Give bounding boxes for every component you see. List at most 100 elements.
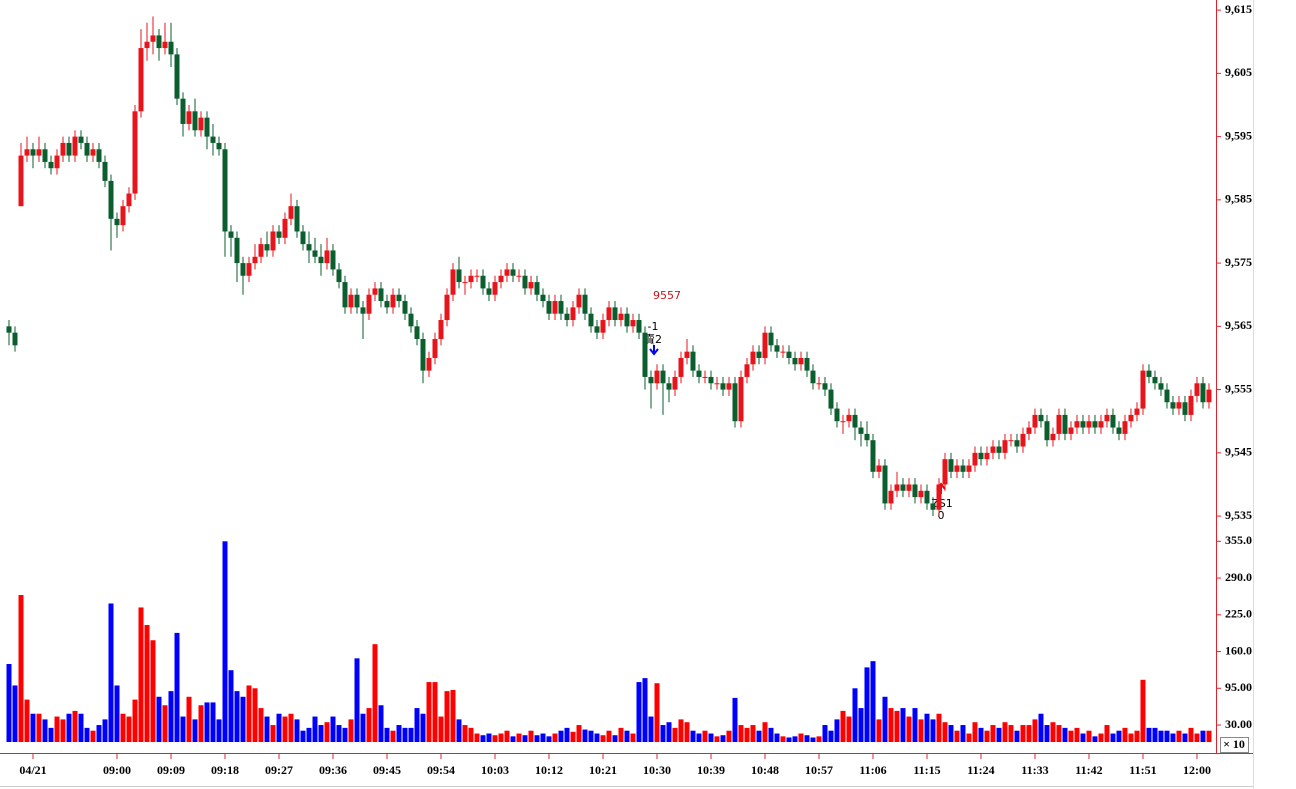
candle-body <box>534 282 540 295</box>
volume-bar <box>1062 727 1068 742</box>
volume-bar <box>648 716 654 742</box>
volume-bar <box>300 730 306 742</box>
volume-bar <box>1008 725 1014 742</box>
candle-body <box>1200 383 1206 403</box>
volume-bar <box>354 658 360 742</box>
volume-bar <box>792 736 798 742</box>
x-tick-label: 09:45 <box>373 763 401 777</box>
annotation: 0 <box>938 509 945 522</box>
volume-bar <box>786 737 792 742</box>
volume-bar <box>1182 733 1188 742</box>
candle-body <box>54 155 60 169</box>
candle-body <box>576 294 582 308</box>
candle-body <box>894 484 900 491</box>
volume-bar <box>1044 725 1050 742</box>
volume-bar <box>504 730 510 742</box>
candle-body <box>540 294 546 302</box>
volume-bar <box>852 688 858 742</box>
candle-body <box>720 383 726 390</box>
volume-bar <box>846 716 852 742</box>
volume-bar <box>1158 730 1164 742</box>
volume-bar <box>78 713 84 742</box>
volume-bar <box>372 644 378 742</box>
candle-body <box>72 136 78 156</box>
volume-bar <box>1026 725 1032 742</box>
candle-body <box>558 301 564 314</box>
volume-bar <box>1002 722 1008 742</box>
volume-bar <box>822 725 828 742</box>
volume-bar <box>276 713 282 742</box>
candle-body <box>480 275 486 289</box>
volume-bar <box>870 661 876 742</box>
volume-bar <box>876 719 882 742</box>
volume-bar <box>948 725 954 742</box>
volume-bar <box>270 725 276 742</box>
candle-body <box>660 370 666 384</box>
volume-bar <box>450 689 456 742</box>
candle-body <box>492 282 498 295</box>
candle-body <box>108 180 114 219</box>
volume-bar <box>18 595 24 742</box>
volume-tick-label: 225.0 <box>1225 607 1252 621</box>
candle-body <box>744 364 750 377</box>
y-tick-label: 9,585 <box>1225 192 1252 206</box>
candle-body <box>594 326 600 333</box>
candle-body <box>918 490 924 498</box>
candle-body <box>546 301 552 314</box>
candle-body <box>1038 414 1044 422</box>
candle-body <box>1074 421 1080 428</box>
candle-body <box>120 206 126 226</box>
candle-body <box>600 320 606 333</box>
candle-body <box>1044 421 1050 441</box>
volume-bar <box>1122 727 1128 742</box>
candle-body <box>306 244 312 251</box>
candle-body <box>1068 427 1074 434</box>
volume-bar <box>1092 736 1098 742</box>
candle-body <box>552 301 558 314</box>
candle-body <box>390 294 396 308</box>
candle-body <box>654 370 660 384</box>
volume-bar <box>534 735 540 742</box>
candle-body <box>186 111 192 124</box>
candle-body <box>690 351 696 371</box>
x-tick-label: 10:30 <box>643 763 671 777</box>
candle-body <box>1194 383 1200 396</box>
volume-bar <box>984 730 990 742</box>
volume-bar <box>966 733 972 742</box>
candle-body <box>312 250 318 257</box>
volume-bar <box>264 716 270 742</box>
candle-body <box>348 294 354 308</box>
y-tick-label: 9,535 <box>1225 508 1252 522</box>
candle-body <box>846 414 852 422</box>
candle-body <box>564 313 570 321</box>
volume-bar <box>180 716 186 742</box>
volume-bar <box>216 719 222 742</box>
candle-body <box>810 370 816 384</box>
volume-bar <box>990 725 996 742</box>
volume-bar <box>366 708 372 742</box>
candle-body <box>156 35 162 49</box>
volume-bar <box>408 727 414 742</box>
volume-bar <box>414 708 420 742</box>
candle-body <box>432 338 438 358</box>
candle-body <box>738 376 744 422</box>
volume-bar <box>1194 733 1200 742</box>
volume-tick-label: 95.00 <box>1225 680 1252 694</box>
candle-body <box>708 376 714 384</box>
volume-bar <box>492 735 498 742</box>
candle-body <box>780 351 786 353</box>
candle-body <box>384 301 390 308</box>
candle-body <box>78 136 84 143</box>
candle-body <box>1128 414 1134 422</box>
volume-bar <box>426 682 432 742</box>
volume-bar <box>84 727 90 742</box>
candle-body <box>468 275 474 283</box>
candle-body <box>420 338 426 371</box>
candle-body <box>438 320 444 339</box>
x-tick-label: 10:57 <box>805 763 833 777</box>
candle-body <box>318 256 324 264</box>
volume-bar <box>150 640 156 742</box>
candle-body <box>1158 383 1164 390</box>
candle-body <box>246 263 252 276</box>
